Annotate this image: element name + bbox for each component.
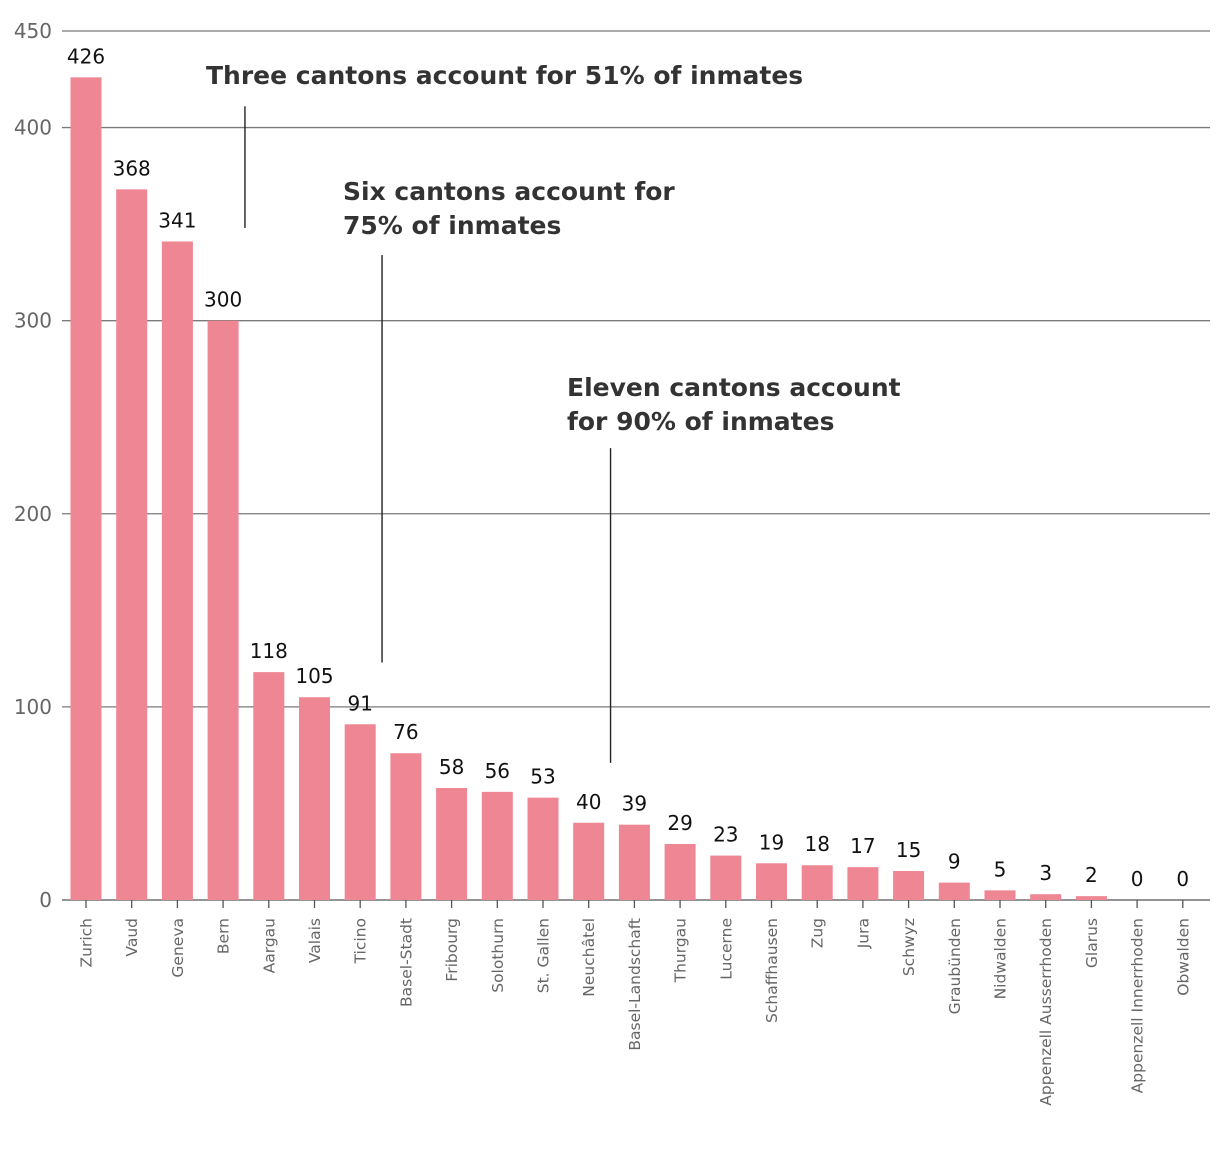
annotation-3: Eleven cantons account for 90% of inmates [567, 373, 901, 763]
value-label: 58 [439, 755, 464, 779]
x-tick-label: Zug [809, 918, 827, 948]
x-tick-label: St. Gallen [535, 918, 553, 993]
value-label: 91 [347, 691, 372, 715]
value-label: 56 [485, 759, 510, 783]
annotations: Three cantons account for 51% of inmates… [206, 61, 901, 763]
bar-appenzell-ausserrhoden [1030, 894, 1062, 900]
value-label: 105 [295, 664, 333, 688]
y-tick-label: 100 [14, 695, 52, 719]
bar-lucerne [710, 855, 742, 900]
annotation-text: Six cantons account for [343, 177, 675, 206]
value-label: 0 [1176, 867, 1189, 891]
bar-valais [299, 697, 330, 900]
x-tick-label: Graubünden [946, 918, 964, 1014]
x-tick-label: Jura [854, 918, 872, 949]
value-label: 426 [67, 44, 105, 68]
x-tick-label: Nidwalden [992, 918, 1010, 999]
annotation-1: Three cantons account for 51% of inmates [206, 61, 803, 228]
y-tick-label: 300 [14, 309, 52, 333]
x-tick-label: Neuchâtel [580, 918, 598, 997]
value-label: 23 [713, 823, 738, 847]
value-label: 17 [850, 834, 875, 858]
annotation-text: Eleven cantons account [567, 373, 901, 402]
value-label: 3 [1039, 861, 1052, 885]
bar-ticino [344, 724, 376, 900]
x-tick-label: Appenzell Ausserrhoden [1037, 918, 1055, 1106]
x-tick-label: Schaffhausen [763, 918, 781, 1023]
bar-basel-stadt [390, 753, 422, 900]
value-label: 341 [158, 208, 196, 232]
x-axis: Zurich Vaud Geneva Bern Aargau Valais Ticino Ba… [78, 900, 1192, 1106]
value-label: 76 [393, 720, 418, 744]
bar-fribourg [436, 787, 468, 900]
bar-zug [801, 865, 833, 900]
y-axis: 0 100 200 300 400 450 [14, 19, 52, 912]
value-label: 368 [113, 156, 151, 180]
x-tick-label: Lucerne [717, 918, 735, 980]
x-tick-label: Schwyz [900, 918, 918, 976]
value-label: 39 [622, 792, 647, 816]
value-label: 118 [250, 639, 288, 663]
x-tick-label: Zurich [78, 918, 96, 967]
bar-solothurn [481, 791, 513, 900]
x-tick-label: Ticino [352, 918, 370, 964]
y-tick-label: 0 [39, 888, 52, 912]
x-tick-label: Geneva [169, 918, 187, 978]
value-label: 53 [530, 765, 555, 789]
bar-vaud [116, 189, 148, 901]
annotation-2: Six cantons account for 75% of inmates [343, 177, 675, 663]
y-tick-label: 400 [14, 116, 52, 140]
annotation-text: Three cantons account for 51% of inmates [206, 61, 803, 90]
bar-neuch-tel [573, 822, 605, 900]
bar-aargau [253, 672, 285, 900]
x-tick-label: Solothurn [489, 918, 507, 993]
bar-st-gallen [527, 797, 559, 900]
x-tick-label: Obwalden [1174, 918, 1192, 996]
x-tick-label: Basel-Landschaft [626, 918, 644, 1051]
bar-thurgau [664, 843, 696, 900]
annotation-text: 75% of inmates [343, 211, 561, 240]
value-label: 2 [1085, 863, 1098, 887]
bar-glarus [1075, 896, 1107, 900]
bar-geneva [161, 241, 193, 901]
value-label: 0 [1131, 867, 1144, 891]
x-tick-label: Valais [306, 918, 324, 963]
x-tick-label: Glarus [1083, 918, 1101, 968]
value-label: 5 [994, 857, 1007, 881]
value-label: 29 [667, 811, 692, 835]
bars [70, 77, 1107, 901]
value-label: 19 [759, 830, 784, 854]
bar-zurich [70, 77, 102, 900]
x-tick-label: Thurgau [672, 918, 690, 983]
value-label: 40 [576, 790, 601, 814]
bar-bern [207, 320, 239, 901]
y-tick-label: 200 [14, 502, 52, 526]
bar-jura [847, 867, 879, 900]
value-label: 18 [804, 832, 829, 856]
x-tick-label: Vaud [123, 918, 141, 957]
value-label: 15 [896, 838, 921, 862]
bar-nidwalden [984, 890, 1016, 900]
x-tick-label: Appenzell Innerrhoden [1129, 918, 1147, 1093]
value-label: 9 [948, 850, 961, 874]
x-tick-label: Basel-Stadt [397, 918, 415, 1007]
bar-schaffhausen [756, 863, 787, 900]
y-tick-label: 450 [14, 19, 52, 43]
x-tick-label: Aargau [260, 918, 278, 973]
bar-basel-landschaft [618, 824, 650, 900]
bar-schwyz [893, 871, 925, 900]
bar-graub-nden [938, 882, 970, 900]
value-label: 300 [204, 288, 242, 312]
x-tick-label: Fribourg [443, 918, 461, 982]
annotation-text: for 90% of inmates [567, 407, 834, 436]
x-tick-label: Bern [215, 918, 233, 954]
